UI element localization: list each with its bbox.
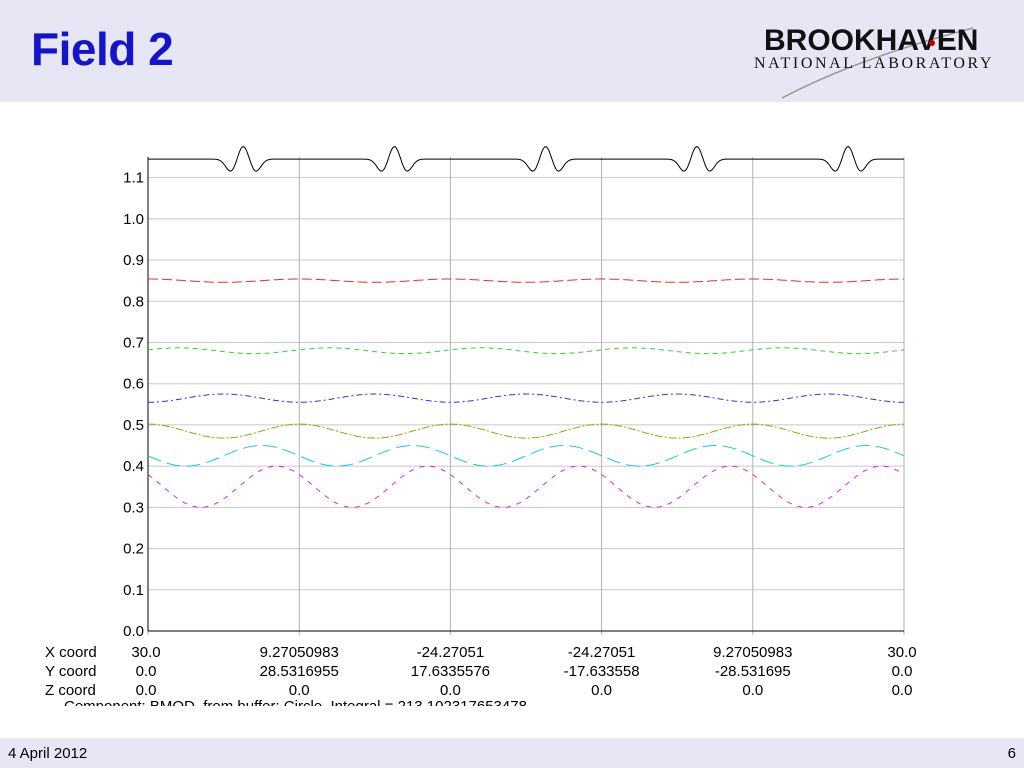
series-line-6 [147, 465, 905, 508]
coord-value: -28.531695 [715, 663, 791, 680]
y-tick-label: 0.1 [123, 582, 144, 599]
y-tick-label: 0.8 [123, 293, 144, 310]
chart-caption: Component: BMOD, from buffer: Circle, In… [64, 698, 527, 706]
series-line-5 [147, 445, 905, 467]
logo-text-national-lab: NATIONAL LABORATORY [754, 55, 994, 72]
y-tick-label: 0.2 [123, 541, 144, 558]
slide-footer: 4 April 2012 6 [0, 738, 1024, 768]
slide-title: Field 2 [31, 23, 174, 75]
coord-row-label: Y coord [45, 663, 96, 680]
coord-value: 9.27050983 [713, 644, 792, 661]
coord-value: -17.633558 [564, 663, 640, 680]
coord-value: -24.27051 [417, 644, 485, 661]
series-line-2 [147, 347, 905, 355]
coord-value: 28.5316955 [260, 663, 339, 680]
coord-value: 0.0 [742, 682, 763, 699]
logo-text-brookhaven: BROOKHAVEN [764, 24, 978, 57]
field-chart: 0.0 0.1 0.2 0.3 0.4 0.5 0.6 0.7 0.8 0.9 1.0 1.1 X co… [0, 140, 1024, 706]
coord-value: -24.27051 [568, 644, 636, 661]
coord-value: 30.0 [131, 644, 160, 661]
coord-value: 0.0 [591, 682, 612, 699]
footer-date: 4 April 2012 [8, 745, 88, 762]
y-tick-label: 0.7 [123, 334, 144, 351]
series-line-0 [148, 146, 904, 172]
logo-accent-dot [929, 40, 935, 46]
coord-value: 0.0 [136, 663, 157, 680]
coord-row-label: X coord [45, 644, 97, 661]
coord-value: 0.0 [289, 682, 310, 699]
y-tick-label: 0.4 [123, 458, 144, 475]
y-tick-label: 1.0 [123, 211, 144, 228]
y-tick-label: 0.6 [123, 376, 144, 393]
y-tick-label: 0.9 [123, 252, 144, 269]
chart-svg: 0.0 0.1 0.2 0.3 0.4 0.5 0.6 0.7 0.8 0.9 1.0 1.1 X co… [45, 146, 917, 706]
coord-value: 9.27050983 [260, 644, 339, 661]
series-line-1 [148, 278, 904, 283]
series-line-3 [148, 393, 904, 403]
brookhaven-logo: BROOKHAVEN NATIONAL LABORATORY [754, 24, 994, 99]
slide-header: Field 2 BROOKHAVEN NATIONAL LABORATORY [0, 0, 1024, 102]
y-tick-label: 0.5 [123, 417, 144, 434]
coord-row-label: Z coord [45, 682, 96, 699]
series-line-4 [148, 423, 904, 439]
y-tick-label: 0.3 [123, 499, 144, 516]
coord-value: 17.6335576 [411, 663, 490, 680]
page-number: 6 [1007, 745, 1016, 762]
y-tick-label: 1.1 [123, 170, 144, 187]
coord-value: 30.0 [887, 644, 916, 661]
y-tick-label: 0.0 [123, 623, 144, 640]
coord-value: 0.0 [440, 682, 461, 699]
coord-value: 0.0 [892, 682, 913, 699]
coord-value: 0.0 [136, 682, 157, 699]
coord-value: 0.0 [892, 663, 913, 680]
